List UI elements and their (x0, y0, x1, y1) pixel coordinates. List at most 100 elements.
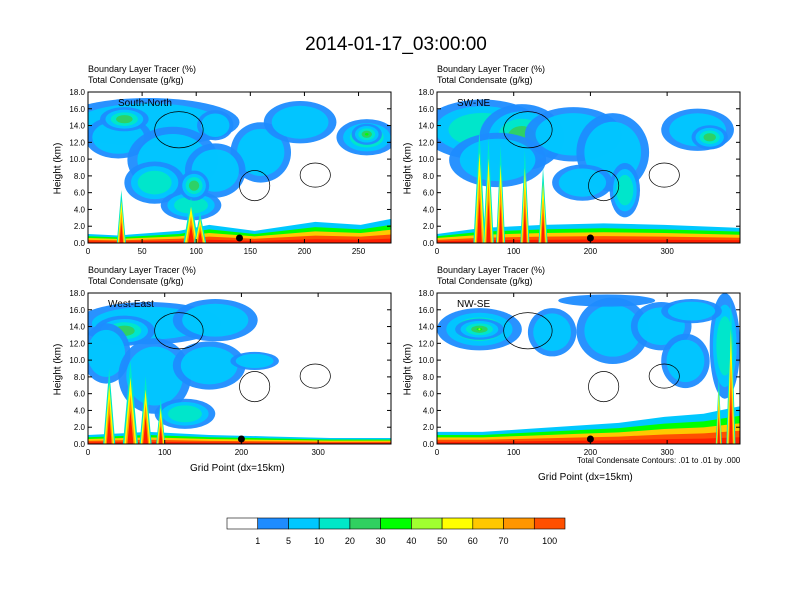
main-title: 2014-01-17_03:00:00 (305, 34, 487, 55)
x-tick-label: 200 (584, 247, 598, 256)
condensate-contour (299, 363, 331, 389)
tracer-blob (667, 301, 716, 321)
panel-3-header: Boundary Layer Tracer (%) Total Condensa… (88, 265, 196, 287)
tracer-blob (126, 346, 184, 406)
y-tick-label: 8.0 (74, 373, 86, 382)
colorbar-swatch (411, 517, 443, 530)
panel-2: SW-NE 0.0 2.0 4.0 6.0 8.0 10.0 12.0 14.0 16.0 18.0… (418, 88, 741, 256)
y-tick-label: 0.0 (423, 239, 435, 248)
convective-tower (498, 203, 503, 243)
colorbar-label: 70 (499, 536, 509, 546)
colorbar-swatch (503, 517, 535, 530)
panel-1: South-North 0.0 2.0 4.0 6.0 8.0 10.0 12.0 14.0 16… (69, 88, 392, 256)
y-tick-label: 14.0 (69, 323, 85, 332)
tracer-blob (88, 329, 126, 377)
colorbar-label: 40 (406, 536, 416, 546)
boundary-layer-band (437, 239, 740, 243)
y-tick-label: 2.0 (74, 222, 86, 231)
panel-3-field (88, 293, 391, 444)
condensate-contour (648, 363, 680, 389)
tracer-blob (666, 339, 705, 383)
x-tick-label: 0 (435, 448, 440, 457)
colorbar-label: 1 (255, 536, 260, 546)
y-tick-label: 6.0 (74, 390, 86, 399)
y-tick-label: 10.0 (418, 356, 434, 365)
tracer-blob (235, 353, 274, 369)
x-tick-label: 200 (298, 247, 312, 256)
convective-tower (729, 386, 733, 444)
convective-tower (541, 212, 545, 243)
y-tick-label: 16.0 (69, 105, 85, 114)
x-tick-label: 300 (660, 247, 674, 256)
y-tick-label: 18.0 (418, 88, 434, 97)
condensate-contour (154, 312, 204, 350)
colorbar-label: 100 (542, 536, 557, 546)
x-tick-label: 250 (352, 247, 366, 256)
panel-2-var2-label: Total Condensate (g/kg) (437, 75, 533, 85)
tracer-blob (271, 105, 329, 139)
y-tick-label: 12.0 (69, 138, 85, 147)
convective-tower (476, 197, 482, 243)
contour-note: Total Condensate Contours: .01 to .01 by… (577, 456, 741, 465)
convective-tower (119, 221, 124, 243)
panel-4-title: NW-SE (457, 299, 490, 310)
location-marker (237, 435, 245, 443)
y-tick-label: 18.0 (418, 289, 434, 298)
colorbar: 1 5 10 20 30 40 50 60 70 100 (226, 517, 566, 546)
tracer-blob (364, 133, 369, 136)
y-tick-label: 12.0 (418, 339, 434, 348)
y-tick-label: 0.0 (74, 239, 86, 248)
y-tick-label: 8.0 (423, 373, 435, 382)
panel-3: West-East 0.0 2.0 4.0 6.0 8.0 10.0 12.0 14.0 16.0… (69, 289, 392, 457)
y-tick-label: 4.0 (74, 205, 86, 214)
x-tick-label: 0 (435, 247, 440, 256)
tracer-blob (116, 115, 133, 124)
colorbar-swatch (472, 517, 504, 530)
y-tick-label: 14.0 (418, 122, 434, 131)
panel-4: NW-SE 0.0 2.0 4.0 6.0 8.0 10.0 12.0 14.0 16.0 18.0… (418, 289, 741, 457)
colorbar-swatch (441, 517, 474, 530)
x-tick-label: 100 (190, 247, 204, 256)
panel-3-title: West-East (108, 299, 154, 310)
colorbar-label: 50 (437, 536, 447, 546)
condensate-contour (239, 170, 271, 202)
condensate-contour (239, 371, 271, 403)
convective-tower (717, 416, 721, 444)
x-tick-label: 150 (244, 247, 258, 256)
y-tick-label: 16.0 (418, 306, 434, 315)
condensate-contour (299, 162, 331, 188)
convective-tower (106, 413, 112, 444)
y-tick-label: 10.0 (418, 155, 434, 164)
convective-tower (486, 200, 491, 243)
colorbar-swatch (533, 517, 566, 530)
tracer-blob (584, 304, 642, 357)
y-tick-label: 8.0 (423, 172, 435, 181)
y-tick-label: 10.0 (69, 356, 85, 365)
y-tick-label: 10.0 (69, 155, 85, 164)
panel-3-xlabel: Grid Point (dx=15km) (190, 463, 285, 474)
y-tick-label: 16.0 (69, 306, 85, 315)
convective-tower (187, 224, 195, 243)
y-tick-label: 2.0 (423, 423, 435, 432)
plot-frame (87, 91, 392, 244)
x-tick-label: 50 (138, 247, 147, 256)
y-tick-label: 18.0 (69, 88, 85, 97)
panel-2-header: Boundary Layer Tracer (%) Total Condensa… (437, 64, 545, 86)
convective-tower (158, 425, 163, 444)
colorbar-swatch (226, 517, 259, 530)
panel-2-title: SW-NE (457, 98, 490, 109)
condensate-contour (503, 111, 553, 149)
tracer-blob (703, 133, 716, 142)
y-tick-label: 6.0 (423, 390, 435, 399)
y-tick-label: 6.0 (74, 189, 86, 198)
panel-4-var1-label: Boundary Layer Tracer (%) (437, 265, 546, 275)
tracer-blob (558, 294, 656, 307)
colorbar-label: 5 (286, 536, 291, 546)
location-marker (586, 435, 594, 443)
colorbar-swatch (380, 517, 412, 530)
y-tick-label: 16.0 (418, 105, 434, 114)
panel-1-field (88, 92, 391, 243)
panel-1-header: Boundary Layer Tracer (%) Total Condensa… (88, 64, 196, 86)
y-tick-label: 4.0 (423, 406, 435, 415)
panel-3-var1-label: Boundary Layer Tracer (%) (88, 265, 197, 275)
